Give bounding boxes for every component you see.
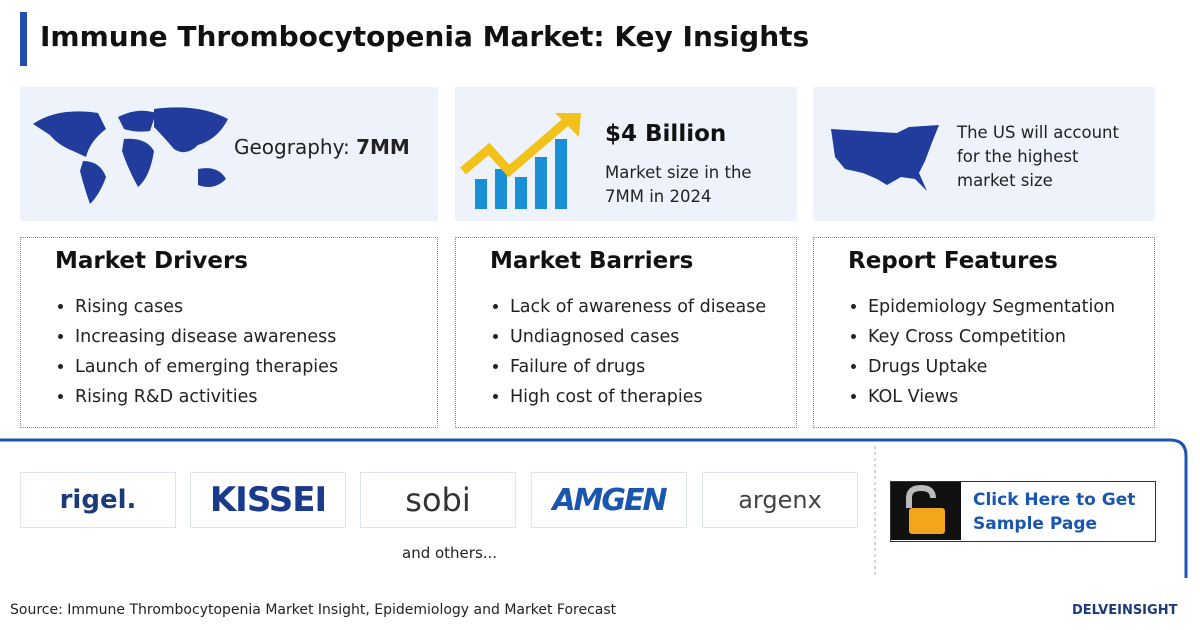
sample-page-button[interactable]: Click Here to Get Sample Page [890,481,1156,542]
section-item: Rising R&D activities [75,382,338,412]
section-item: Failure of drugs [510,352,766,382]
title-bar [20,12,27,66]
divider [0,438,1188,578]
section-list: Epidemiology SegmentationKey Cross Compe… [844,292,1115,412]
us-text: The US will account for the highest mark… [957,123,1119,190]
us-map-icon [831,125,939,191]
company-logo: KISSEI [190,472,346,528]
section-list: Rising casesIncreasing disease awareness… [51,292,338,412]
company-name: sobi [405,481,471,519]
section-item: KOL Views [868,382,1115,412]
section-item: Key Cross Competition [868,322,1115,352]
section-box: Report Features Epidemiology Segmentation… [813,237,1155,428]
section-list: Lack of awareness of diseaseUndiagnosed … [486,292,766,412]
section-item: Launch of emerging therapies [75,352,338,382]
title: Immune Thrombocytopenia Market: Key Insi… [40,20,810,53]
section-item: Lack of awareness of disease [510,292,766,322]
geography-card: Geography: 7MM [20,87,438,221]
sample-page-text: Click Here to Get Sample Page [973,490,1136,534]
company-name: rigel. [59,485,137,515]
section-item: Epidemiology Segmentation [868,292,1115,322]
section-box: Market Barriers Lack of awareness of dise… [455,237,797,428]
market-size-value: $4 Billion [605,121,727,147]
section-title: Report Features [848,248,1058,274]
section-item: Drugs Uptake [868,352,1115,382]
company-name: argenx [738,486,822,514]
section-item: Rising cases [75,292,338,322]
market-size-card: $4 Billion Market size in the 7MM in 202… [455,87,797,221]
company-logo: AMGEN [531,472,687,528]
section-title: Market Barriers [490,248,694,274]
growth-icon [460,113,581,209]
market-size-text: Market size in the 7MM in 2024 [605,163,752,206]
section-item: Undiagnosed cases [510,322,766,352]
company-logo: sobi [360,472,516,528]
section-title: Market Drivers [55,248,248,274]
brand: DELVEINSIGHT [1072,603,1178,618]
section-item: Increasing disease awareness [75,322,338,352]
geography-value: 7MM [356,135,410,159]
companies-note: and others... [402,544,498,562]
geography-label: Geography: [234,135,350,159]
us-card: The US will account for the highest mark… [813,87,1155,221]
lock-icon [891,482,961,540]
company-name: KISSEI [209,480,327,520]
company-logo: rigel. [20,472,176,528]
section-box: Market Drivers Rising casesIncreasing dis… [20,237,438,428]
source: Source: Immune Thrombocytopenia Market I… [10,602,617,618]
company-logo: argenx [702,472,858,528]
world-map-icon [33,107,228,204]
company-name: AMGEN [552,482,667,518]
section-item: High cost of therapies [510,382,766,412]
